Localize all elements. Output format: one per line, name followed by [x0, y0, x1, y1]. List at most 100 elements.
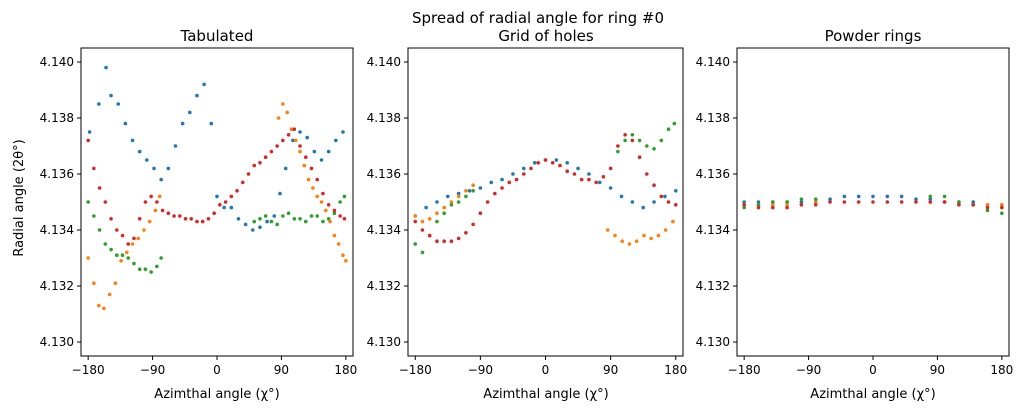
scatter-point: [229, 194, 234, 199]
scatter-point: [671, 219, 675, 224]
scatter-point: [243, 222, 248, 227]
scatter-point: [269, 219, 274, 224]
scatter-point: [413, 219, 418, 224]
scatter-point: [137, 267, 142, 272]
scatter-point: [756, 200, 761, 204]
scatter-point: [109, 247, 113, 252]
scatter-point: [616, 149, 620, 154]
scatter-point: [642, 233, 646, 238]
scatter-point: [641, 205, 645, 210]
scatter-point: [1000, 203, 1004, 207]
scatter-point: [511, 172, 515, 176]
scatter-point: [842, 200, 847, 204]
scatter-point: [292, 127, 297, 131]
scatter-point: [109, 217, 113, 221]
scatter-point: [630, 133, 635, 137]
scatter-point: [92, 281, 96, 286]
scatter-point: [195, 93, 199, 98]
scatter-point: [92, 214, 96, 218]
scatter-point: [532, 161, 537, 165]
scatter-point: [645, 172, 649, 176]
scatter-point: [464, 231, 468, 235]
scatter-point: [326, 217, 331, 221]
x-tick-label: 180: [334, 363, 357, 377]
scatter-point: [630, 138, 635, 143]
scatter-point: [103, 242, 108, 246]
scatter-point: [218, 203, 222, 207]
scatter-point: [132, 261, 136, 266]
panel-tabulated: Tabulated Azimthal angle (χ°) −180 −90 0 90…: [40, 27, 358, 402]
scatter-point: [315, 177, 320, 182]
scatter-point: [435, 239, 439, 243]
scatter-point: [456, 194, 461, 199]
scatter-point: [305, 135, 309, 140]
scatter-point: [263, 214, 268, 218]
y-tick-label: 4.134: [696, 223, 730, 237]
scatter-point: [521, 166, 526, 171]
x-tick-label: 180: [990, 363, 1013, 377]
scatter-point: [321, 219, 325, 224]
scatter-point: [493, 191, 497, 196]
scatter-point: [813, 203, 818, 207]
scatter-point: [215, 194, 219, 199]
scatter-point: [554, 158, 559, 162]
y-tick-label: 4.138: [696, 111, 730, 125]
scatter-point: [130, 242, 135, 246]
scatter-point: [813, 197, 818, 201]
scatter-point: [341, 253, 345, 257]
scatter-point: [500, 186, 504, 190]
scatter-point: [971, 200, 976, 204]
scatter-point: [871, 200, 875, 204]
y-tick-label: 4.130: [40, 335, 74, 349]
scatter-point: [235, 189, 239, 193]
scatter-point: [338, 214, 342, 218]
scatter-point: [137, 149, 142, 154]
axes-frame: [80, 47, 354, 357]
scatter-point: [229, 205, 234, 210]
y-tick-label: 4.134: [40, 223, 74, 237]
scatter-point: [86, 200, 90, 204]
x-tick-label: −90: [468, 363, 493, 377]
scatter-point: [673, 203, 678, 207]
scatter-point: [147, 219, 152, 224]
scatter-point: [914, 197, 918, 201]
scatter-point: [319, 158, 324, 162]
scatter-point: [543, 158, 548, 162]
scatter-point: [258, 225, 262, 229]
scatter-point: [613, 233, 617, 238]
scatter-point: [587, 177, 591, 182]
scatter-point: [435, 219, 439, 224]
y-axis-label: Radial angle (2θ°): [12, 139, 27, 256]
scatter-point: [637, 138, 642, 143]
scatter-point: [420, 219, 425, 224]
scatter-point: [263, 155, 268, 159]
scatter-point: [446, 194, 450, 199]
scatter-point: [342, 217, 347, 221]
scatter-point: [223, 200, 228, 204]
scatter-point: [449, 239, 454, 243]
scatter-point: [435, 200, 439, 204]
scatter-point: [514, 177, 519, 182]
scatter-point: [630, 200, 635, 204]
scatter-point: [427, 217, 432, 221]
y-tick-label: 4.136: [367, 167, 401, 181]
scatter-point: [608, 166, 613, 171]
y-tick-label: 4.140: [696, 55, 730, 69]
scatter-point: [637, 155, 642, 159]
scatter-point: [558, 163, 562, 168]
scatter-point: [336, 242, 341, 246]
scatter-point: [302, 163, 307, 168]
scatter-point: [246, 172, 251, 176]
scatter-point: [971, 203, 976, 207]
scatter-point: [116, 102, 121, 106]
scatter-point: [579, 177, 584, 182]
scatter-point: [212, 211, 216, 215]
figure-suptitle: Spread of radial angle for ring #0: [412, 9, 664, 27]
scatter-point: [464, 194, 468, 199]
scatter-point: [281, 214, 285, 218]
scatter-point: [620, 239, 625, 243]
scatter-point: [666, 200, 671, 204]
scatter-point: [160, 208, 165, 213]
y-tick-label: 4.132: [696, 279, 730, 293]
scatter-point: [942, 194, 947, 199]
